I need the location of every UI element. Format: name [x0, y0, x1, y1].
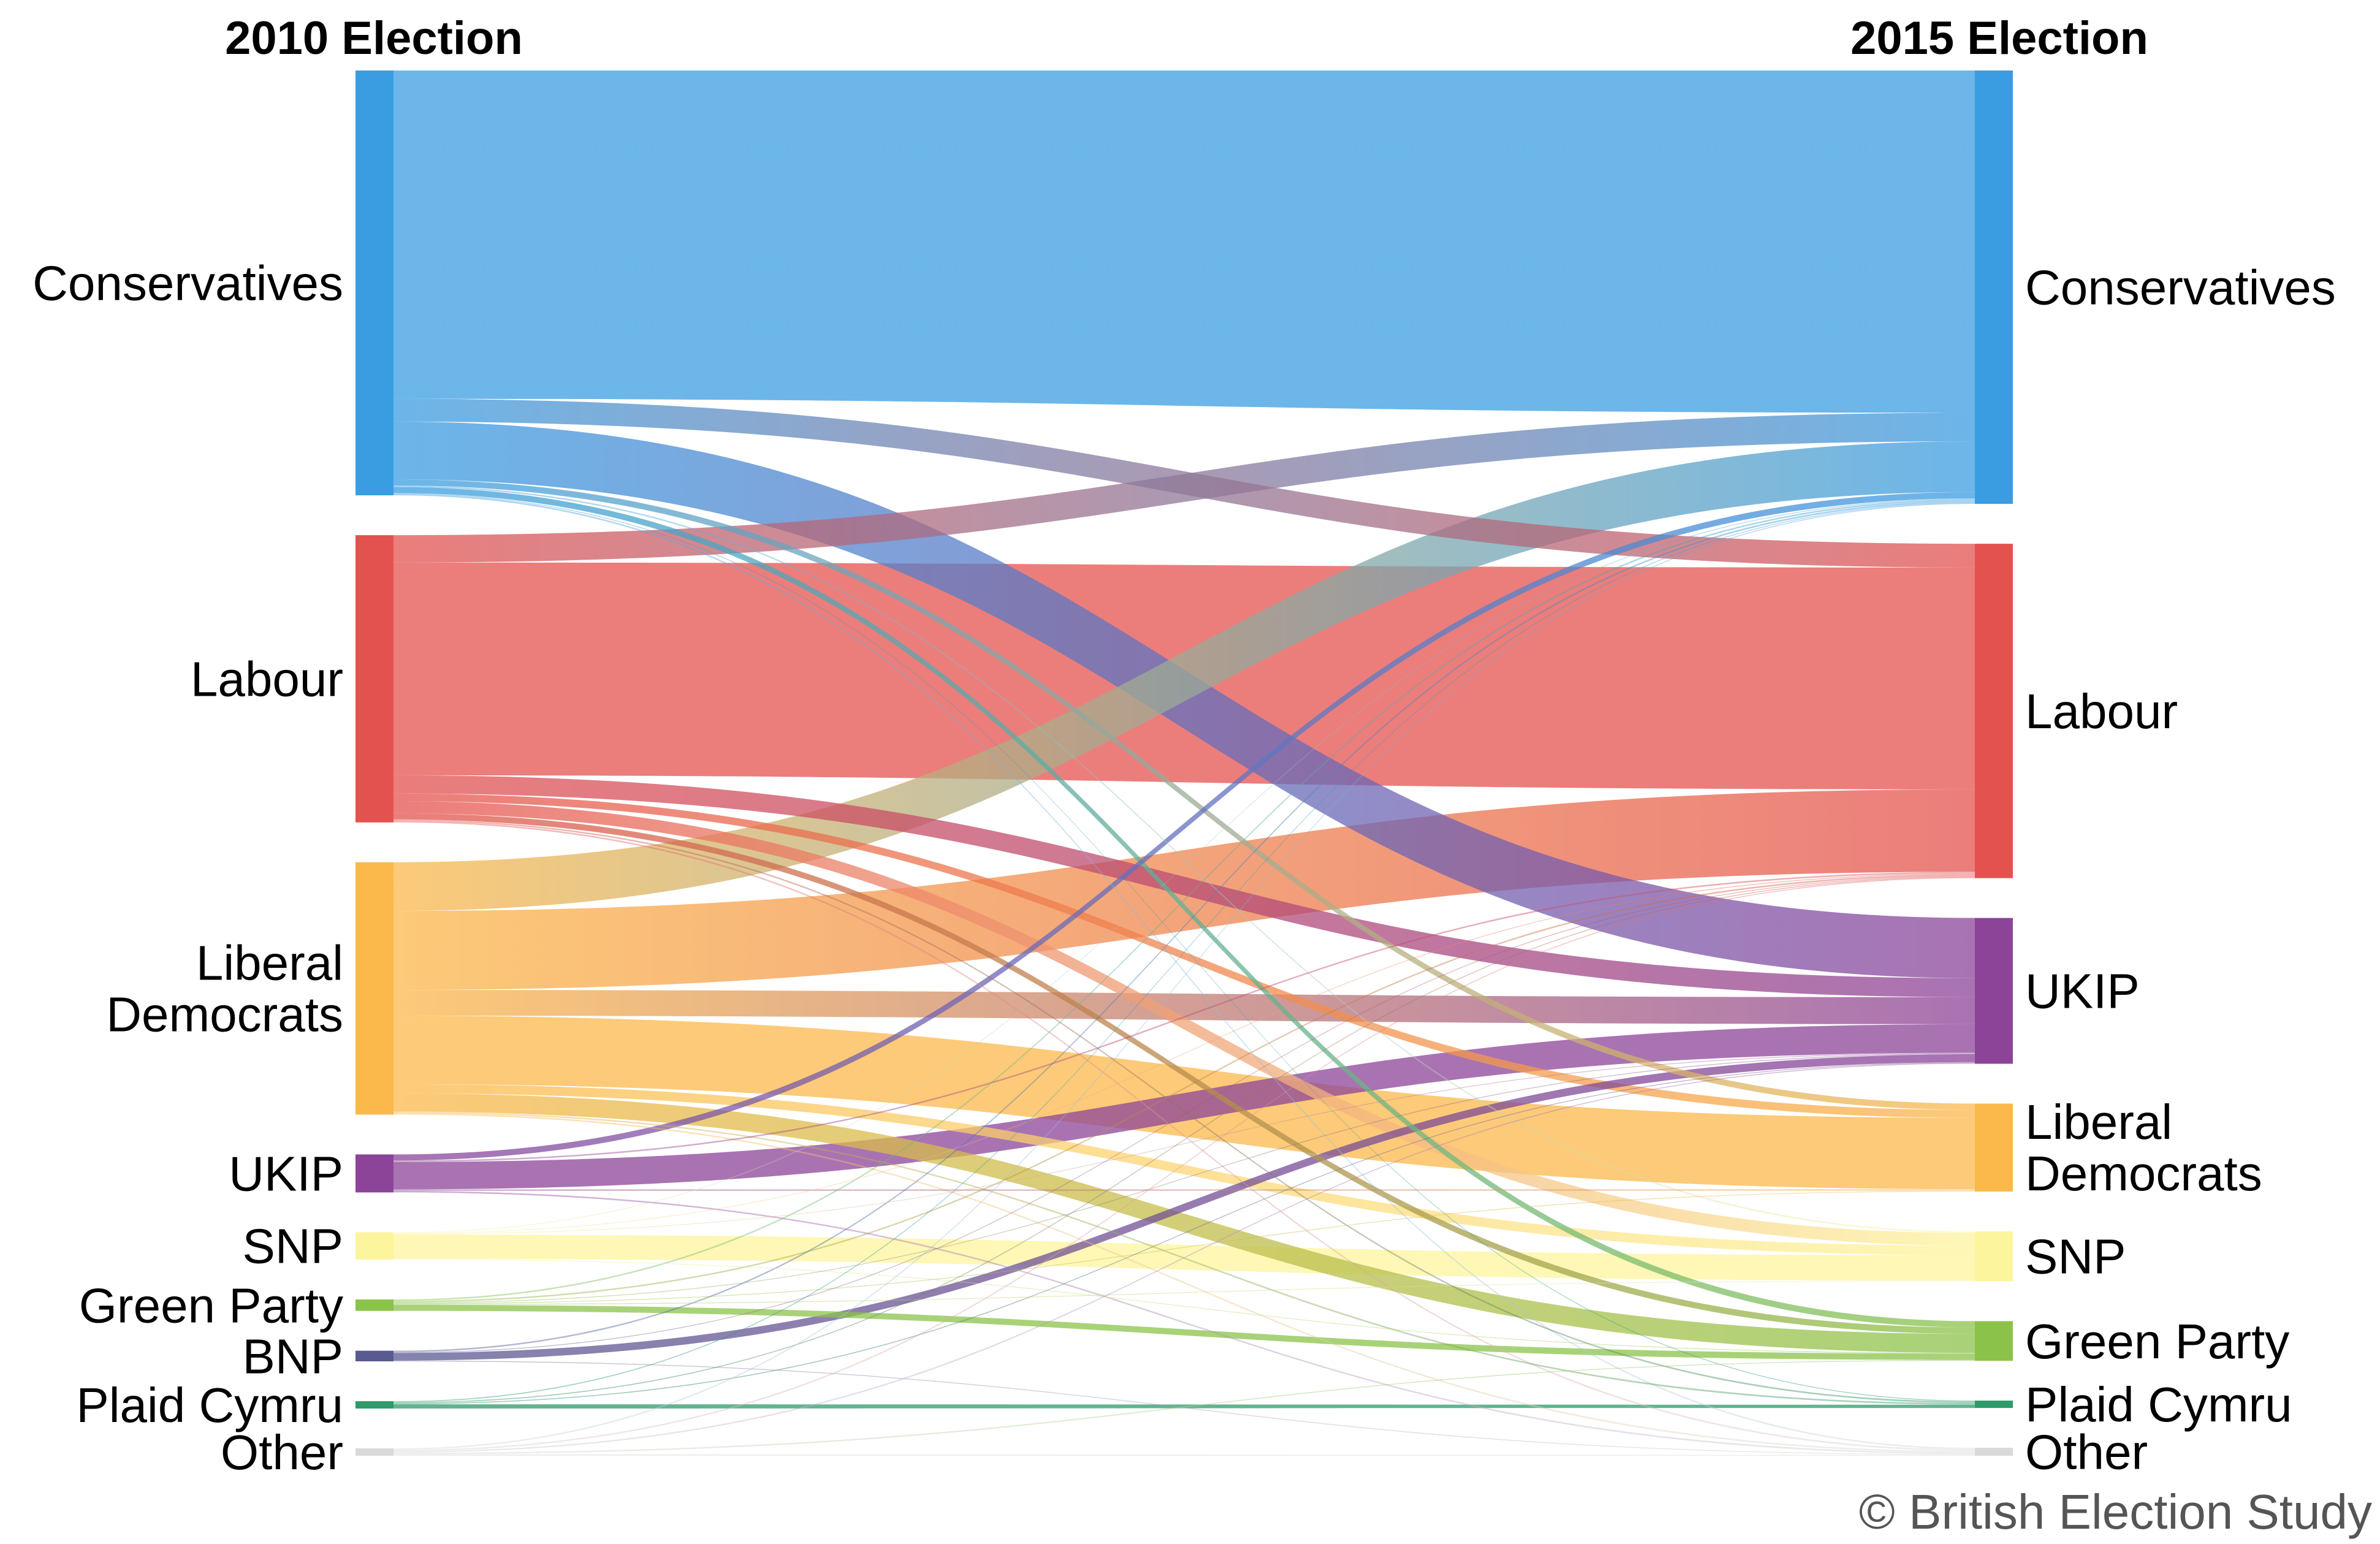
flow-ld-to-con [393, 441, 1975, 911]
left-node-con [355, 70, 393, 496]
flow-grn-to-con [393, 499, 1975, 1301]
left-node-label-con: Conservatives [32, 256, 343, 311]
flow-con-to-grn [393, 487, 1975, 1328]
flow-lab-to-snp [393, 801, 1975, 1246]
right-node-label-pc: Plaid Cymru [2025, 1377, 2292, 1432]
flow-ld-to-grn [393, 1093, 1975, 1353]
left-node-label-ukip: UKIP [229, 1146, 343, 1201]
right-node-label-con: Conservatives [2025, 261, 2336, 315]
right-node-label-ukip: UKIP [2025, 964, 2140, 1019]
flow-grn-to-lab [393, 874, 1975, 1303]
flow-pc-to-ukip [393, 1062, 1975, 1405]
flow-con-to-lab [393, 398, 1975, 568]
flow-grn-to-grn [393, 1304, 1975, 1360]
flow-lab-to-ld [393, 793, 1975, 1118]
left-node-label-ld: Liberal Democrats [106, 936, 343, 1042]
flow-ukip-to-ld [393, 1189, 1975, 1191]
right-node-label-lab: Labour [2025, 684, 2178, 739]
left-node-snp [355, 1232, 393, 1260]
right-node-label-ld: Liberal Democrats [2025, 1095, 2262, 1201]
flow-oth-to-con [393, 503, 1975, 1450]
left-column-title: 2010 Election [225, 12, 523, 64]
left-node-ukip [355, 1154, 393, 1193]
flow-ukip-to-con [393, 492, 1975, 1161]
right-node-grn [1975, 1321, 2013, 1361]
flow-ukip-to-ukip [393, 1024, 1975, 1190]
left-node-label-lab: Labour [191, 652, 343, 706]
right-node-label-oth: Other [2025, 1425, 2148, 1480]
right-column-title: 2015 Election [1850, 12, 2148, 64]
flow-ld-to-oth [393, 1112, 1975, 1453]
flow-grn-to-snp [393, 1280, 1975, 1305]
right-node-con [1975, 70, 2013, 504]
flow-grn-to-ld [393, 1190, 1975, 1304]
flow-con-to-ld [393, 479, 1975, 1110]
right-node-snp [1975, 1231, 2013, 1282]
credit-text: © British Election Study [1859, 1485, 2372, 1539]
flow-ld-to-ukip [393, 990, 1975, 1024]
flow-bnp-to-oth [393, 1360, 1975, 1455]
flow-snp-to-lab [393, 873, 1975, 1234]
right-node-label-grn: Green Party [2025, 1314, 2289, 1369]
flow-oth-to-grn [393, 1360, 1975, 1455]
left-node-lab [355, 535, 393, 823]
flow-lab-to-oth [393, 821, 1975, 1451]
left-node-label-snp: SNP [243, 1219, 344, 1274]
flow-con-to-pc [393, 493, 1975, 1402]
flow-pc-to-lab [393, 877, 1975, 1404]
left-node-bnp [355, 1350, 393, 1361]
flow-grn-to-ukip [393, 1053, 1975, 1304]
left-node-ld [355, 862, 393, 1115]
left-node-label-oth: Other [221, 1425, 343, 1480]
flow-oth-to-lab [393, 877, 1975, 1451]
flow-con-to-con [393, 70, 1975, 413]
flow-snp-to-grn [393, 1258, 1975, 1354]
nodes-layer [355, 70, 2013, 1456]
flows-layer [393, 70, 1975, 1456]
flow-oth-to-ukip [393, 1063, 1975, 1453]
flow-lab-to-ukip [393, 775, 1975, 997]
flow-ukip-to-lab [393, 872, 1975, 1162]
left-node-label-bnp: BNP [243, 1329, 344, 1383]
left-node-grn [355, 1299, 393, 1311]
flow-pc-to-con [393, 502, 1975, 1402]
flow-snp-to-con [393, 498, 1975, 1233]
right-node-label-snp: SNP [2025, 1230, 2126, 1284]
right-node-pc [1975, 1401, 2013, 1409]
flow-con-to-snp [393, 485, 1975, 1233]
flow-con-to-oth [393, 493, 1975, 1450]
labels-layer: Conservatives Labour Liberal Democrats UKIP S… [32, 256, 2336, 1480]
right-node-oth [1975, 1448, 2013, 1456]
flow-lab-to-pc [393, 819, 1975, 1404]
left-node-oth [355, 1448, 393, 1456]
flow-snp-to-ukip [393, 1052, 1975, 1235]
left-node-pc [355, 1401, 393, 1409]
right-node-ld [1975, 1103, 2013, 1192]
flow-bnp-to-con [393, 500, 1975, 1353]
flow-ld-to-snp [393, 1084, 1975, 1255]
flow-bnp-to-ukip [393, 1054, 1975, 1361]
left-node-label-pc: Plaid Cymru [76, 1378, 343, 1432]
left-node-label-grn: Green Party [79, 1278, 343, 1333]
right-node-ukip [1975, 918, 2013, 1064]
flow-ukip-to-oth [393, 1190, 1975, 1455]
flow-oth-to-oth [393, 1454, 1975, 1456]
flow-lab-to-grn [393, 813, 1975, 1334]
right-node-lab [1975, 544, 2013, 878]
flow-bnp-to-lab [393, 875, 1975, 1353]
